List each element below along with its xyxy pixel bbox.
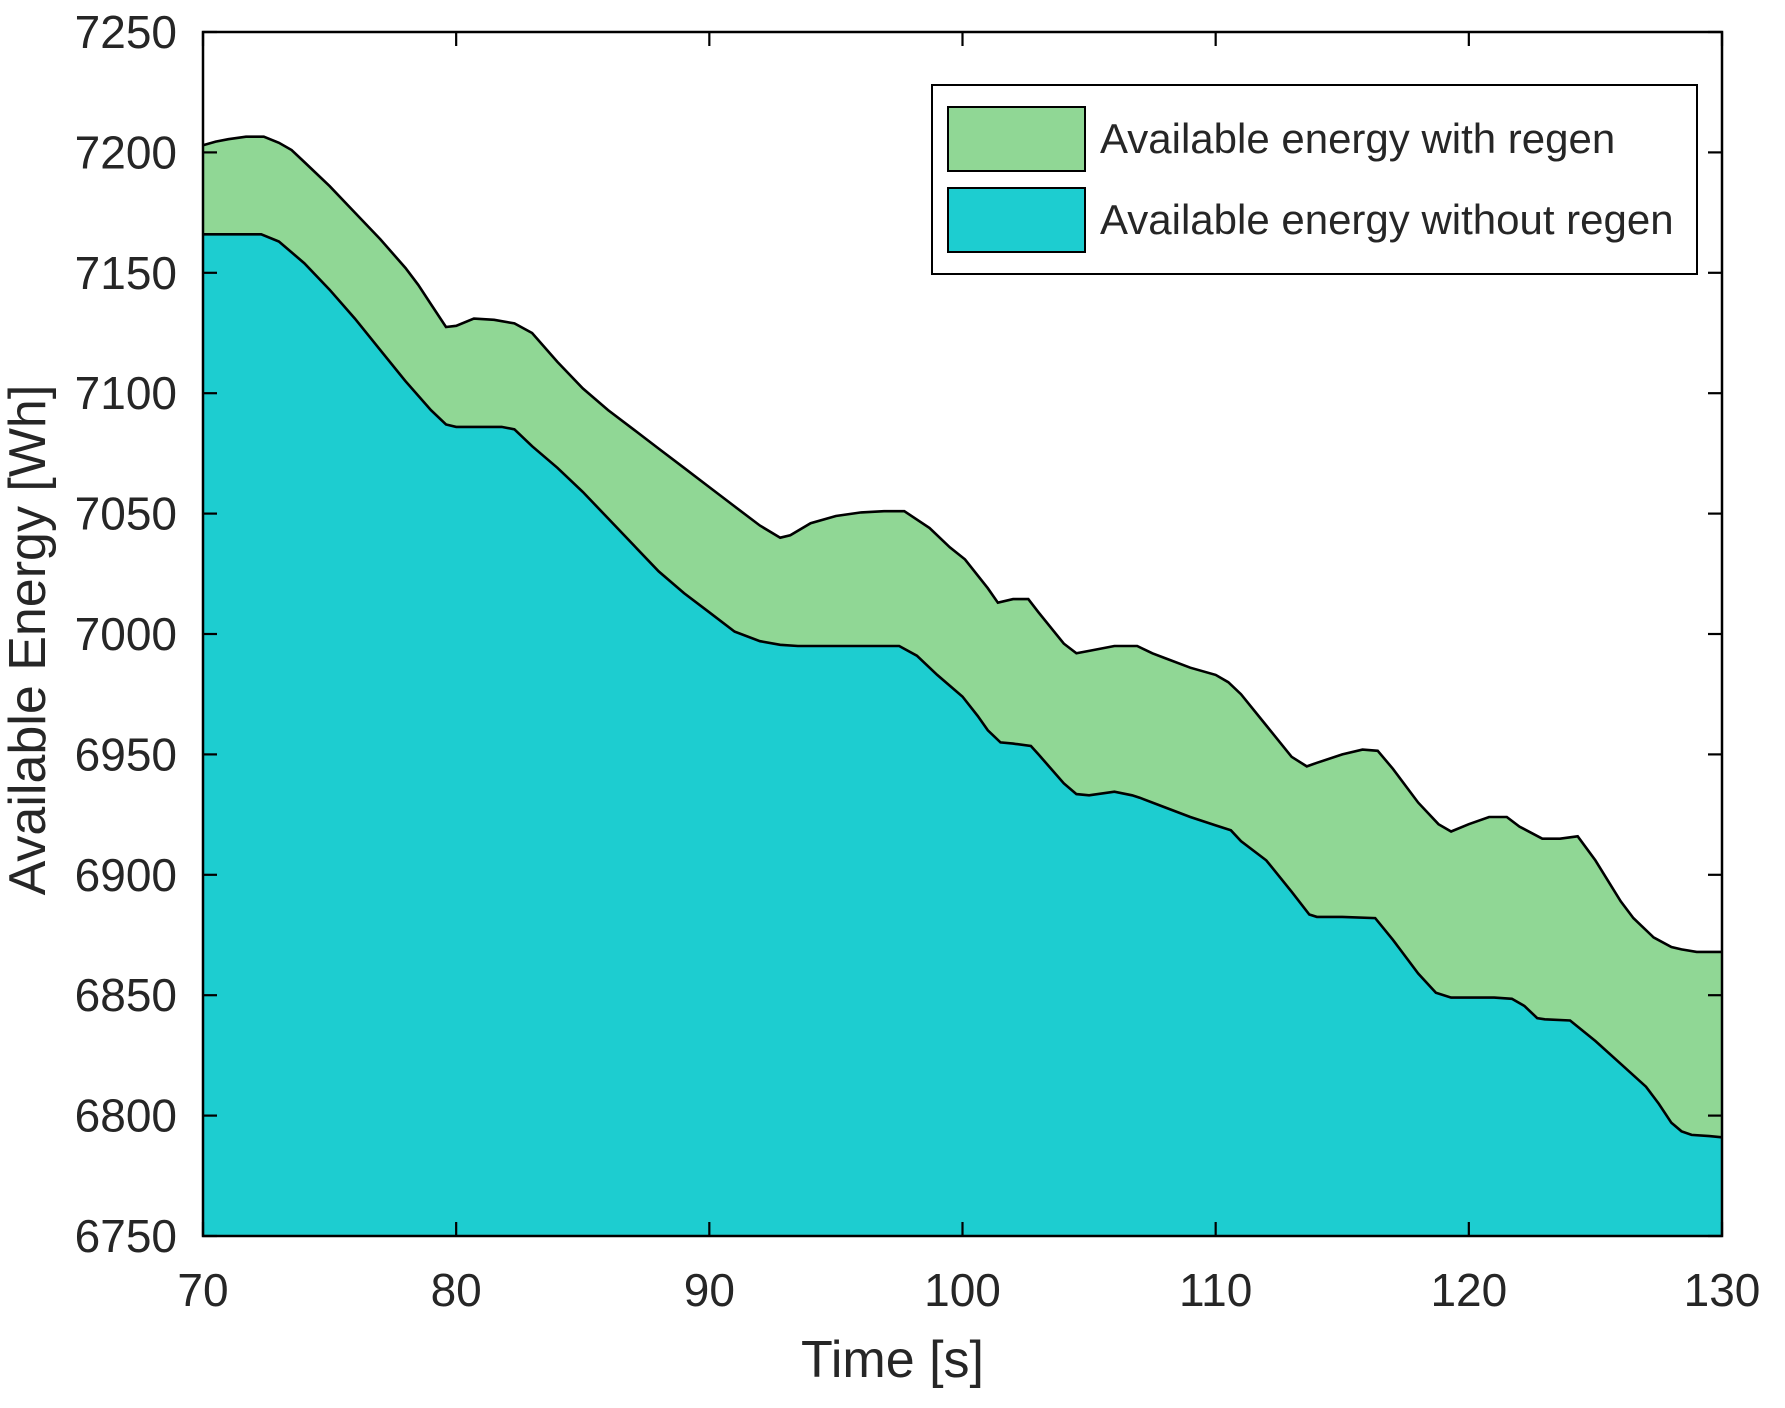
x-tick-label: 130 (1684, 1264, 1761, 1316)
without-regen-swatch (947, 187, 1086, 254)
without-regen-area (203, 234, 1722, 1237)
y-tick-label: 7250 (75, 6, 177, 58)
x-tick-label: 100 (924, 1264, 1001, 1316)
y-tick-label: 7200 (75, 126, 177, 178)
y-tick-label: 7050 (75, 488, 177, 540)
legend: Available energy with regen Available en… (931, 84, 1698, 275)
x-tick-label: 110 (1179, 1264, 1252, 1316)
x-tick-label: 90 (684, 1264, 735, 1316)
y-tick-label: 7100 (75, 367, 177, 419)
legend-row-with-regen: Available energy with regen (933, 104, 1696, 174)
y-tick-label: 6750 (75, 1210, 177, 1262)
y-tick-label: 7000 (75, 608, 177, 660)
x-axis-title: Time [s] (801, 1331, 984, 1389)
without-regen-line (203, 233, 1723, 1139)
legend-label-with-regen: Available energy with regen (1100, 114, 1616, 162)
legend-row-without-regen: Available energy without regen (933, 185, 1696, 255)
with-regen-swatch (947, 105, 1086, 172)
y-tick-label: 6900 (75, 849, 177, 901)
y-tick-label: 6950 (75, 728, 177, 780)
plot-border (201, 30, 1724, 1238)
legend-label-without-regen: Available energy without regen (1100, 196, 1674, 244)
x-tick-label: 80 (431, 1264, 482, 1316)
y-axis-title: Available Energy [Wh] (0, 384, 57, 896)
y-tick-label: 6800 (75, 1090, 177, 1142)
axis-tick-labels: 70 80 90 100 110 120 130 6750 6800 6850 6900 6950 70… (75, 6, 1761, 1316)
x-tick-label: 120 (1430, 1264, 1507, 1316)
x-tick-label: 70 (177, 1264, 228, 1316)
y-tick-label: 6850 (75, 969, 177, 1021)
with-regen-line (202, 135, 1722, 954)
y-tick-label: 7150 (75, 247, 177, 299)
